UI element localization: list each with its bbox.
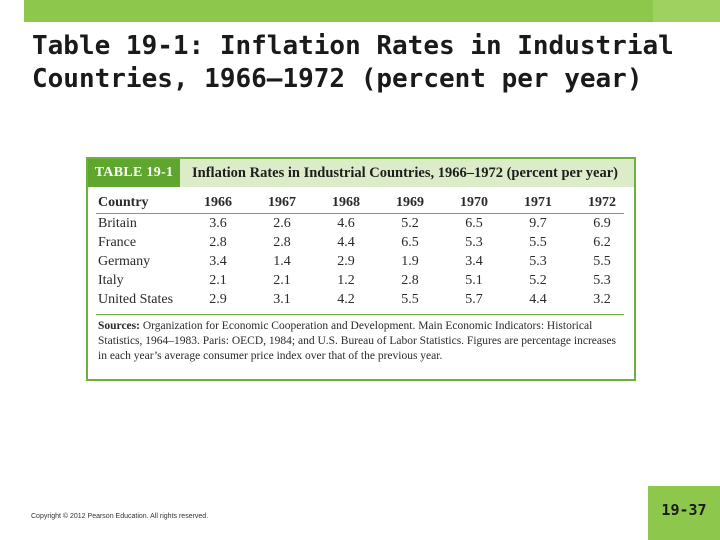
page-number-box: 19-37 [648, 486, 720, 540]
rate-cell: 2.8 [209, 235, 227, 250]
rate-cell: 3.4 [209, 254, 227, 269]
rate-cell: 4.2 [337, 292, 355, 307]
rate-cell: 6.5 [401, 235, 419, 250]
rate-cell: 2.8 [273, 235, 291, 250]
rate-cell: 2.1 [209, 273, 227, 288]
rate-cell: 6.9 [593, 216, 611, 231]
top-left-stripe [0, 0, 24, 22]
country-cell: Italy [98, 273, 124, 288]
rate-cell: 2.9 [337, 254, 355, 269]
rate-cell: 6.5 [465, 216, 483, 231]
rate-cell: 2.8 [401, 273, 419, 288]
table-caption-band: TABLE 19-1 Inflation Rates in Industrial… [88, 159, 634, 187]
table-row: United States 2.9 3.1 4.2 5.5 5.7 4.4 3.… [98, 290, 634, 309]
rate-cell: 5.2 [529, 273, 547, 288]
rate-cell: 6.2 [593, 235, 611, 250]
rate-cell: 5.2 [401, 216, 419, 231]
rate-cell: 5.1 [465, 273, 483, 288]
header-divider [96, 213, 624, 214]
rate-cell: 1.2 [337, 273, 355, 288]
table-row: Britain 3.6 2.6 4.6 5.2 6.5 9.7 6.9 [98, 214, 634, 233]
rate-cell: 4.4 [337, 235, 355, 250]
column-header-1966: 1966 [204, 195, 232, 210]
table-label: TABLE 19-1 [88, 159, 180, 187]
slide-title: Table 19-1: Inflation Rates in Industria… [32, 31, 674, 94]
rate-cell: 3.2 [593, 292, 611, 307]
rate-cell: 4.6 [337, 216, 355, 231]
rate-cell: 4.4 [529, 292, 547, 307]
rate-cell: 3.4 [465, 254, 483, 269]
column-header-1969: 1969 [396, 195, 424, 210]
sources-text: Organization for Economic Cooperation an… [98, 320, 617, 362]
inflation-table: Country 1966 1967 1968 1969 1970 1971 19… [98, 192, 634, 309]
table-row: Germany 3.4 1.4 2.9 1.9 3.4 5.3 5.5 [98, 252, 634, 271]
column-header-1971: 1971 [524, 195, 552, 210]
rate-cell: 5.5 [529, 235, 547, 250]
rate-cell: 2.1 [273, 273, 291, 288]
table-row: France 2.8 2.8 4.4 6.5 5.3 5.5 6.2 [98, 233, 634, 252]
table-header-row: Country 1966 1967 1968 1969 1970 1971 19… [98, 192, 634, 214]
page-number: 19-37 [661, 501, 707, 519]
sources-divider [96, 314, 624, 315]
rate-cell: 9.7 [529, 216, 547, 231]
rate-cell: 5.3 [529, 254, 547, 269]
column-header-1968: 1968 [332, 195, 360, 210]
column-header-1970: 1970 [460, 195, 488, 210]
table-figure: TABLE 19-1 Inflation Rates in Industrial… [86, 157, 636, 381]
rate-cell: 1.4 [273, 254, 291, 269]
rate-cell: 5.3 [593, 273, 611, 288]
sources-note: Sources: Organization for Economic Coope… [98, 319, 626, 364]
top-right-accent [653, 0, 720, 22]
copyright-notice: Copyright © 2012 Pearson Education. All … [31, 513, 209, 520]
rate-cell: 3.1 [273, 292, 291, 307]
rate-cell: 5.5 [593, 254, 611, 269]
table-row: Italy 2.1 2.1 1.2 2.8 5.1 5.2 5.3 [98, 271, 634, 290]
country-cell: Germany [98, 254, 151, 269]
column-header-1967: 1967 [268, 195, 296, 210]
country-cell: France [98, 235, 137, 250]
rate-cell: 5.3 [465, 235, 483, 250]
country-cell: United States [98, 292, 174, 307]
rate-cell: 3.6 [209, 216, 227, 231]
column-header-1972: 1972 [588, 195, 616, 210]
table-caption: Inflation Rates in Industrial Countries,… [192, 165, 618, 181]
top-accent-bar [0, 0, 720, 22]
country-cell: Britain [98, 216, 137, 231]
rate-cell: 2.6 [273, 216, 291, 231]
column-header-country: Country [98, 195, 149, 210]
rate-cell: 1.9 [401, 254, 419, 269]
rate-cell: 5.5 [401, 292, 419, 307]
sources-label: Sources: [98, 320, 140, 332]
rate-cell: 5.7 [465, 292, 483, 307]
rate-cell: 2.9 [209, 292, 227, 307]
